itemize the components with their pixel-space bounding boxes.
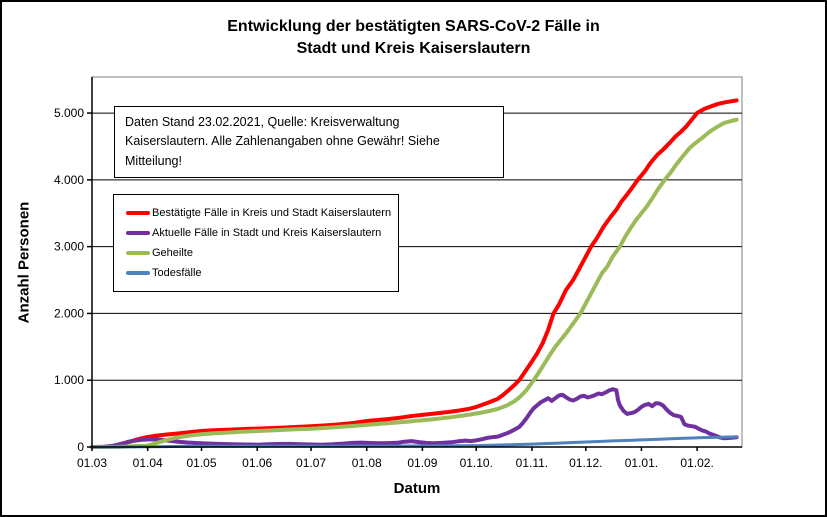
series-line-0 xyxy=(90,98,739,449)
legend-item-confirmed: Bestätigte Fälle in Kreis und Stadt Kais… xyxy=(126,203,392,223)
legend-item-recovered: Geheilte xyxy=(126,243,392,263)
series-line-1 xyxy=(90,387,739,449)
chart-title: Entwicklung der bestätigten SARS-CoV-2 F… xyxy=(2,16,825,59)
chart-title-line2: Stadt und Kreis Kaiserslautern xyxy=(296,39,531,57)
x-tick-label: 01.04 xyxy=(133,456,163,470)
y-axis-title: Anzahl Personen xyxy=(15,201,33,324)
y-tick-label: 1.000 xyxy=(54,373,84,387)
series-line-2 xyxy=(90,117,739,449)
y-tick-label: 2.000 xyxy=(54,306,84,320)
recovered-line-swatch xyxy=(126,251,150,255)
x-tick-label: 01.11. xyxy=(516,456,548,470)
x-tick-label: 01.05 xyxy=(187,456,217,470)
confirmed-line-swatch xyxy=(126,211,150,215)
legend: Bestätigte Fälle in Kreis und Stadt Kais… xyxy=(113,194,399,292)
legend-item-deaths: Todesfälle xyxy=(126,263,392,283)
x-tick-label: 01.10. xyxy=(460,456,493,470)
y-tick-label: 3.000 xyxy=(54,240,84,254)
legend-label-deaths: Todesfälle xyxy=(152,267,202,279)
active-line-swatch xyxy=(126,231,150,235)
data-source-note-line1: Daten Stand 23.02.2021, Quelle: Kreisver… xyxy=(125,115,400,129)
x-tick-label: 01.06 xyxy=(242,456,272,470)
series-line-3 xyxy=(90,435,739,449)
y-tick-label: 0 xyxy=(77,440,84,454)
legend-label-recovered: Geheilte xyxy=(152,247,193,259)
legend-label-confirmed: Bestätigte Fälle in Kreis und Stadt Kais… xyxy=(152,207,392,219)
y-tick-label: 5.000 xyxy=(54,106,84,120)
deaths-line-swatch xyxy=(126,271,150,275)
x-tick-label: 01.07 xyxy=(296,456,326,470)
chart-title-line1: Entwicklung der bestätigten SARS-CoV-2 F… xyxy=(227,18,600,35)
legend-label-active: Aktuelle Fälle in Stadt und Kreis Kaiser… xyxy=(152,227,382,239)
x-tick-label: 01.01. xyxy=(625,456,658,470)
x-tick-label: 01.02. xyxy=(680,456,713,470)
x-tick-label: 01.08 xyxy=(352,456,382,470)
data-source-note-line2: Kaiserslautern. Alle Zahlenangaben ohne … xyxy=(125,134,440,168)
x-tick-label: 01.12. xyxy=(569,456,602,470)
legend-item-active: Aktuelle Fälle in Stadt und Kreis Kaiser… xyxy=(126,223,392,243)
x-tick-label: 01.03 xyxy=(77,456,107,470)
data-source-note: Daten Stand 23.02.2021, Quelle: Kreisver… xyxy=(114,106,504,179)
y-tick-label: 4.000 xyxy=(54,173,84,187)
x-tick-label: 01.09 xyxy=(407,456,437,470)
x-axis-title: Datum xyxy=(393,480,441,497)
